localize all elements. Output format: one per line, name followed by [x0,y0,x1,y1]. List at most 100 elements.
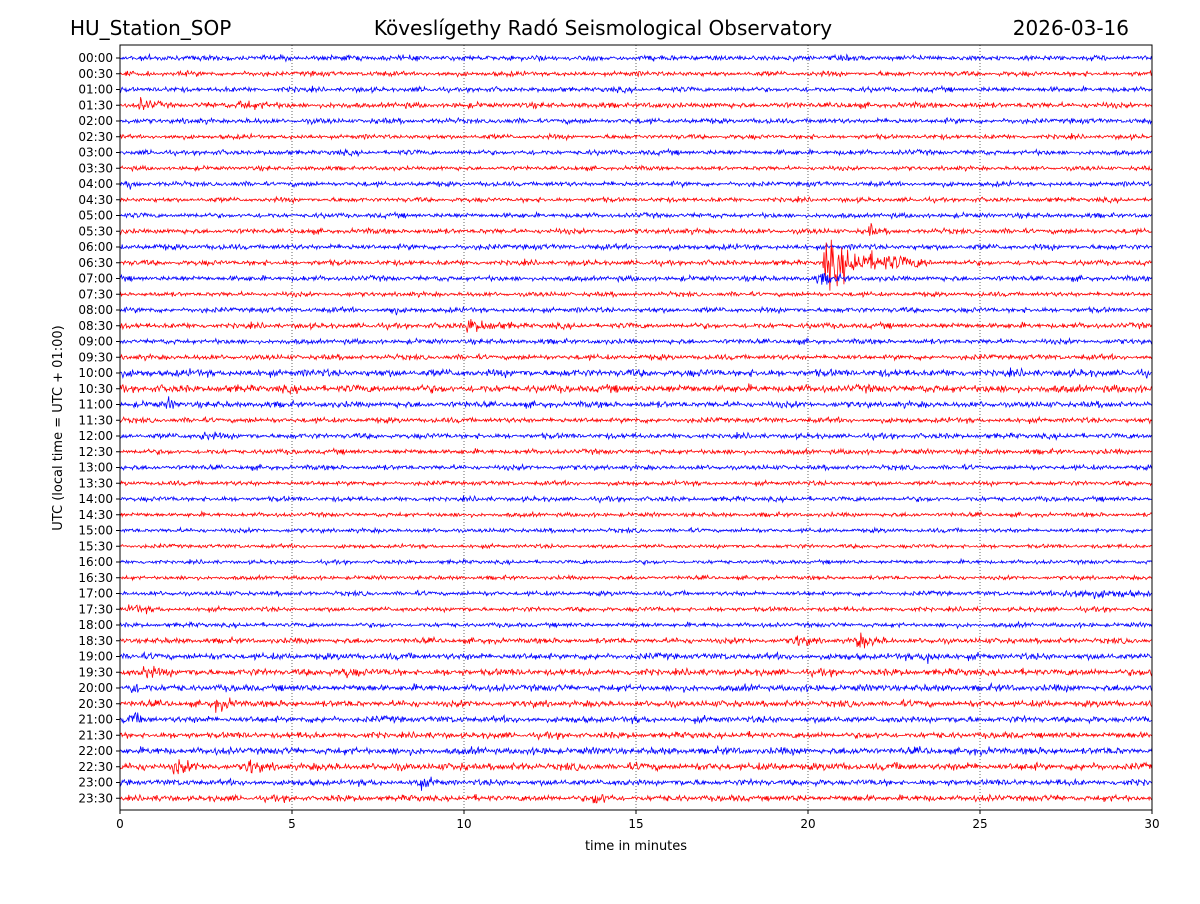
y-tick-label: 11:00 [78,398,113,412]
trace-2230 [119,759,1153,775]
trace-0100 [119,84,1153,95]
trace-1200 [119,431,1153,442]
trace-0900 [119,337,1153,346]
trace-1300 [119,463,1153,472]
y-tick-label: 06:00 [78,240,113,254]
y-tick-label: 00:00 [78,51,113,65]
x-tick-label: 10 [456,817,471,831]
y-tick-label: 15:00 [78,524,113,538]
trace-2030 [119,697,1153,713]
y-tick-label: 20:30 [78,697,113,711]
y-tick-label: 20:00 [78,681,113,695]
trace-1700 [119,589,1153,599]
y-tick-label: 21:00 [78,713,113,727]
y-tick-label: 18:00 [78,618,113,632]
y-tick-label: 14:30 [78,508,113,522]
trace-0330 [119,164,1153,173]
trace-0300 [119,147,1153,158]
trace-1800 [119,620,1153,630]
y-tick-label: 23:30 [78,791,113,805]
y-tick-label: 08:30 [78,319,113,333]
trace-0400 [119,179,1153,190]
y-tick-label: 12:00 [78,429,113,443]
trace-1500 [119,526,1153,535]
y-tick-label: 02:30 [78,130,113,144]
y-tick-label: 23:00 [78,776,113,790]
x-tick-label: 0 [116,817,124,831]
y-tick-label: 02:00 [78,114,113,128]
trace-0930 [119,352,1153,362]
trace-1830 [119,632,1153,649]
trace-2330 [119,793,1153,804]
trace-0200 [119,116,1153,126]
y-tick-label: 17:30 [78,602,113,616]
trace-0830 [119,318,1153,333]
y-tick-label: 01:00 [78,83,113,97]
x-tick-label: 5 [288,817,296,831]
trace-0500 [119,210,1153,220]
trace-1900 [119,650,1153,665]
trace-1000 [119,367,1152,380]
y-tick-label: 07:00 [78,272,113,286]
y-tick-label: 21:30 [78,728,113,742]
y-tick-label: 16:30 [78,571,113,585]
y-tick-label: 22:30 [78,760,113,774]
trace-2300 [119,776,1153,791]
trace-0000 [119,52,1153,63]
y-tick-label: 10:00 [78,366,113,380]
trace-1530 [119,542,1153,550]
y-tick-label: 00:30 [78,67,113,81]
trace-0130 [119,97,1153,110]
y-tick-label: 13:30 [78,476,113,490]
trace-0530 [119,223,1153,236]
trace-1930 [119,665,1153,679]
y-tick-label: 05:00 [78,209,113,223]
trace-0230 [119,132,1153,142]
trace-1730 [119,604,1153,615]
trace-2130 [119,730,1153,741]
y-tick-label: 07:30 [78,287,113,301]
y-tick-label: 10:30 [78,382,113,396]
x-tick-label: 15 [628,817,643,831]
y-axis-label: UTC (local time = UTC + 01:00) [51,325,66,530]
chart-title: Köveslígethy Radó Seismological Observat… [374,16,832,40]
y-tick-label: 19:30 [78,665,113,679]
trace-0700 [119,272,1153,285]
trace-group [119,52,1153,804]
trace-1130 [119,415,1153,425]
trace-0630 [119,239,1153,291]
trace-0030 [119,69,1153,78]
trace-1030 [119,383,1153,396]
y-tick-label: 13:00 [78,461,113,475]
y-tick-label: 06:30 [78,256,113,270]
trace-1600 [119,557,1153,567]
x-tick-label: 25 [972,817,987,831]
x-tick-label: 20 [800,817,815,831]
trace-1630 [120,573,1153,582]
trace-1330 [119,478,1153,488]
y-tick-label: 08:00 [78,303,113,317]
x-axis-label: time in minutes [585,839,687,854]
x-tick-label: 30 [1144,817,1159,831]
y-tick-label: 03:00 [78,146,113,160]
plot-frame [119,44,1153,811]
trace-2100 [119,711,1153,725]
trace-1430 [119,510,1153,519]
x-tick-labels: 0 5 10 15 20 25 30 [116,810,1160,831]
y-tick-label: 09:30 [78,350,113,364]
y-tick-label: 11:30 [78,413,113,427]
y-tick-label: 09:00 [78,335,113,349]
y-tick-label: 19:00 [78,650,113,664]
trace-0430 [119,195,1153,205]
date-label: 2026-03-16 [1013,16,1129,40]
y-tick-label: 17:00 [78,587,113,601]
trace-2200 [119,744,1153,757]
trace-1100 [119,396,1153,410]
station-label: HU_Station_SOP [70,16,231,40]
trace-2000 [119,681,1153,694]
trace-0730 [119,290,1153,299]
y-tick-label: 04:00 [78,177,113,191]
y-tick-label: 12:30 [78,445,113,459]
